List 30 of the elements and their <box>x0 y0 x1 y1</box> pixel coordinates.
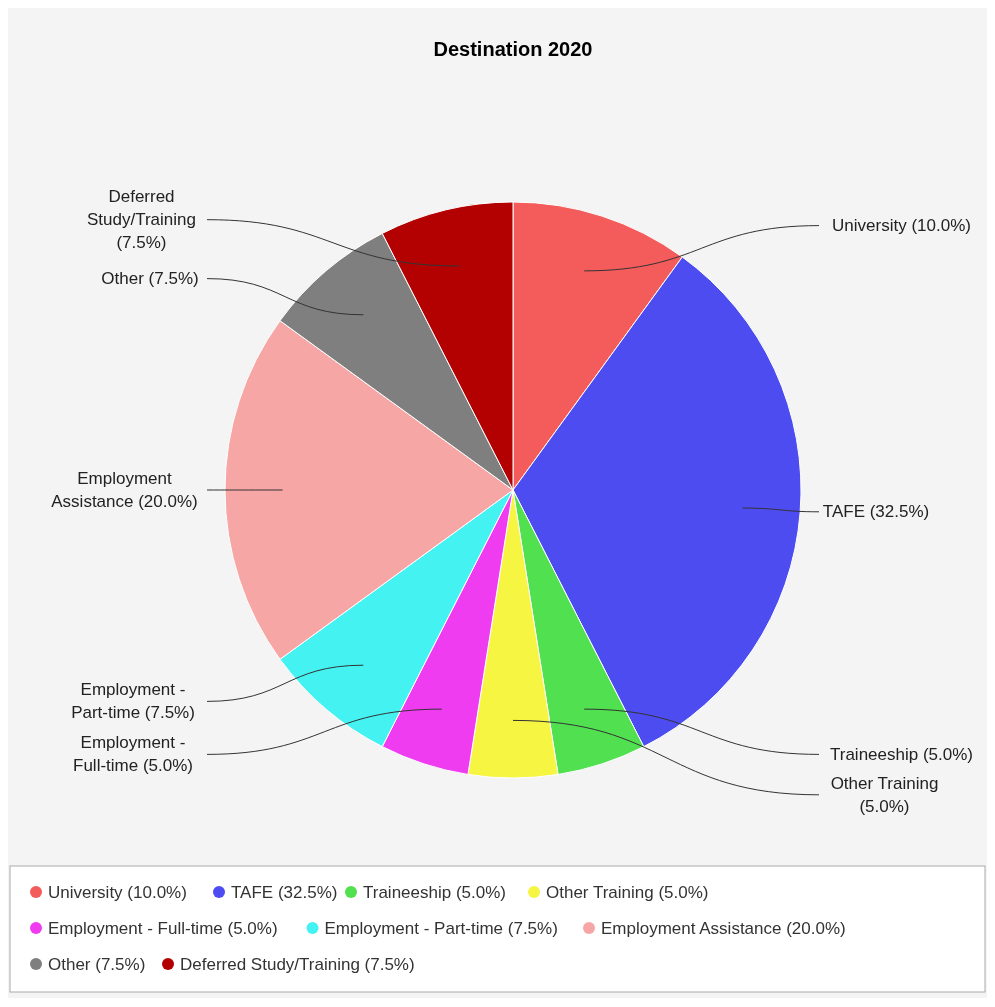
legend-label: Employment - Full-time <box>48 919 228 938</box>
data-label: (10.0%) <box>127 883 187 902</box>
category-label: Employment Assistance (20.0%) <box>51 469 198 511</box>
data-label: (7.5%) <box>95 955 146 974</box>
text: (7.5%) <box>364 955 415 974</box>
category-label: Employment - Part-time (7.5%) <box>71 680 195 723</box>
text: (5.0%) <box>658 883 709 902</box>
category-label: University (10.0%) <box>832 216 971 236</box>
legend-label: TAFE <box>231 883 278 902</box>
data-label: (20.0%) <box>786 919 846 938</box>
data-label: (5.0%) <box>455 883 506 902</box>
category-label: TAFE (32.5%) <box>822 502 930 522</box>
data-label: (7.5%) <box>116 233 167 253</box>
legend-label: Employment Assistance <box>601 919 787 938</box>
data-label: (7.5%) <box>507 919 558 938</box>
legend-label: University <box>48 883 128 902</box>
category-label: Traineeship (5.0%) <box>830 744 973 764</box>
legend-label: Employment - Part-time <box>324 919 508 938</box>
legend-label: Deferred Study/Training <box>180 955 365 974</box>
data-label: (5.0%) <box>227 919 278 938</box>
legend-label: Other <box>48 955 96 974</box>
category-label: Employment - Full-time (5.0%) <box>73 733 193 776</box>
chart-title: Destination 2020 <box>433 38 593 60</box>
category-label: Other (7.5%) <box>101 269 199 289</box>
legend-label: Traineeship <box>363 883 456 902</box>
legend-label: Other Training <box>546 883 659 902</box>
data-label: (32.5%) <box>277 883 338 902</box>
slice-label: Other Training <box>830 773 939 793</box>
slice-label: Deferred Study/Training <box>87 187 196 230</box>
data-label: (5.0%) <box>859 796 910 816</box>
